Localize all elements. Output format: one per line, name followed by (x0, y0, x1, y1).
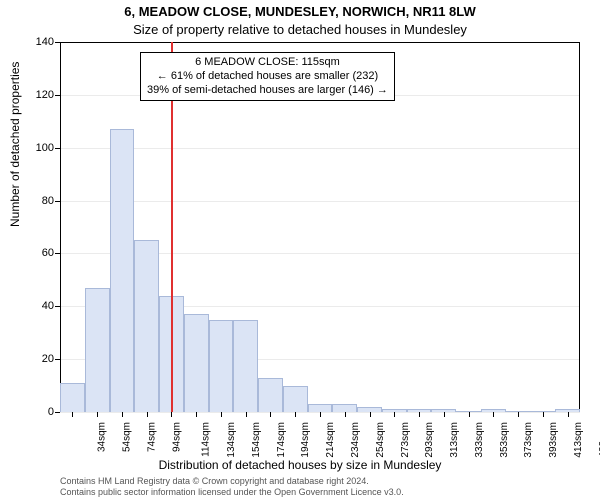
y-tick-mark (55, 42, 60, 43)
x-tick-mark (171, 412, 172, 417)
x-tick-label: 333sqm (474, 422, 485, 458)
x-tick-label: 234sqm (350, 422, 361, 458)
y-tick-mark (55, 306, 60, 307)
y-tick-label: 80 (14, 195, 54, 207)
x-tick-mark (122, 412, 123, 417)
y-tick-label: 60 (14, 247, 54, 259)
gridline (60, 201, 580, 203)
x-tick-mark (493, 412, 494, 417)
x-tick-mark (147, 412, 148, 417)
x-tick-mark (97, 412, 98, 417)
x-tick-mark (543, 412, 544, 417)
y-tick-mark (55, 95, 60, 96)
histogram-bar (233, 320, 258, 413)
x-tick-mark (270, 412, 271, 417)
x-tick-label: 114sqm (201, 422, 212, 457)
chart-title-line1: 6, MEADOW CLOSE, MUNDESLEY, NORWICH, NR1… (0, 4, 600, 19)
x-tick-label: 393sqm (548, 422, 559, 458)
x-tick-label: 273sqm (400, 422, 411, 458)
histogram-bar (209, 320, 234, 413)
x-tick-mark (345, 412, 346, 417)
histogram-bar (283, 386, 308, 412)
chart-container: 6, MEADOW CLOSE, MUNDESLEY, NORWICH, NR1… (0, 0, 600, 500)
histogram-bar (110, 129, 135, 412)
x-tick-mark (419, 412, 420, 417)
x-tick-mark (295, 412, 296, 417)
x-tick-label: 54sqm (122, 422, 133, 452)
x-tick-label: 214sqm (325, 422, 336, 458)
x-tick-label: 313sqm (449, 422, 460, 458)
y-tick-mark (55, 253, 60, 254)
credits-line1: Contains HM Land Registry data © Crown c… (60, 476, 580, 487)
x-tick-mark (469, 412, 470, 417)
x-tick-mark (568, 412, 569, 417)
annotation-line3: 39% of semi-detached houses are larger (… (147, 84, 388, 98)
gridline (60, 42, 580, 44)
histogram-bar (134, 240, 159, 412)
histogram-bar (184, 314, 209, 412)
x-tick-mark (196, 412, 197, 417)
x-tick-label: 353sqm (499, 422, 510, 458)
x-tick-label: 174sqm (276, 422, 287, 458)
x-tick-label: 34sqm (97, 422, 108, 452)
y-tick-mark (55, 148, 60, 149)
y-tick-label: 120 (14, 89, 54, 101)
gridline (60, 148, 580, 150)
x-tick-label: 74sqm (146, 422, 157, 452)
y-tick-mark (55, 412, 60, 413)
x-tick-mark (221, 412, 222, 417)
chart-title-line2: Size of property relative to detached ho… (0, 22, 600, 37)
x-tick-mark (246, 412, 247, 417)
credits-line2: Contains public sector information licen… (60, 487, 580, 498)
x-axis-label: Distribution of detached houses by size … (0, 458, 600, 472)
y-tick-mark (55, 201, 60, 202)
plot-area: 34sqm54sqm74sqm94sqm114sqm134sqm154sqm17… (60, 42, 580, 412)
y-tick-label: 20 (14, 353, 54, 365)
annotation-line2: ← 61% of detached houses are smaller (23… (147, 70, 388, 84)
histogram-bar (85, 288, 110, 412)
y-tick-label: 140 (14, 36, 54, 48)
y-tick-label: 100 (14, 142, 54, 154)
histogram-bar (308, 404, 333, 412)
histogram-bar (258, 378, 283, 412)
x-tick-label: 373sqm (523, 422, 534, 458)
x-tick-mark (444, 412, 445, 417)
x-tick-label: 293sqm (424, 422, 435, 458)
x-tick-label: 94sqm (171, 422, 182, 452)
histogram-bar (332, 404, 357, 412)
x-tick-label: 413sqm (573, 422, 584, 458)
y-tick-label: 40 (14, 300, 54, 312)
x-tick-mark (72, 412, 73, 417)
credits: Contains HM Land Registry data © Crown c… (60, 476, 580, 498)
y-tick-mark (55, 359, 60, 360)
x-tick-mark (370, 412, 371, 417)
annotation-line1: 6 MEADOW CLOSE: 115sqm (147, 56, 388, 70)
x-tick-mark (394, 412, 395, 417)
x-tick-label: 154sqm (251, 422, 262, 458)
x-tick-label: 134sqm (226, 422, 237, 458)
annotation-box: 6 MEADOW CLOSE: 115sqm← 61% of detached … (140, 52, 395, 101)
histogram-bar (60, 383, 85, 412)
x-tick-mark (320, 412, 321, 417)
x-tick-label: 194sqm (301, 422, 312, 458)
y-tick-label: 0 (14, 406, 54, 418)
x-tick-mark (518, 412, 519, 417)
x-tick-label: 254sqm (375, 422, 386, 458)
